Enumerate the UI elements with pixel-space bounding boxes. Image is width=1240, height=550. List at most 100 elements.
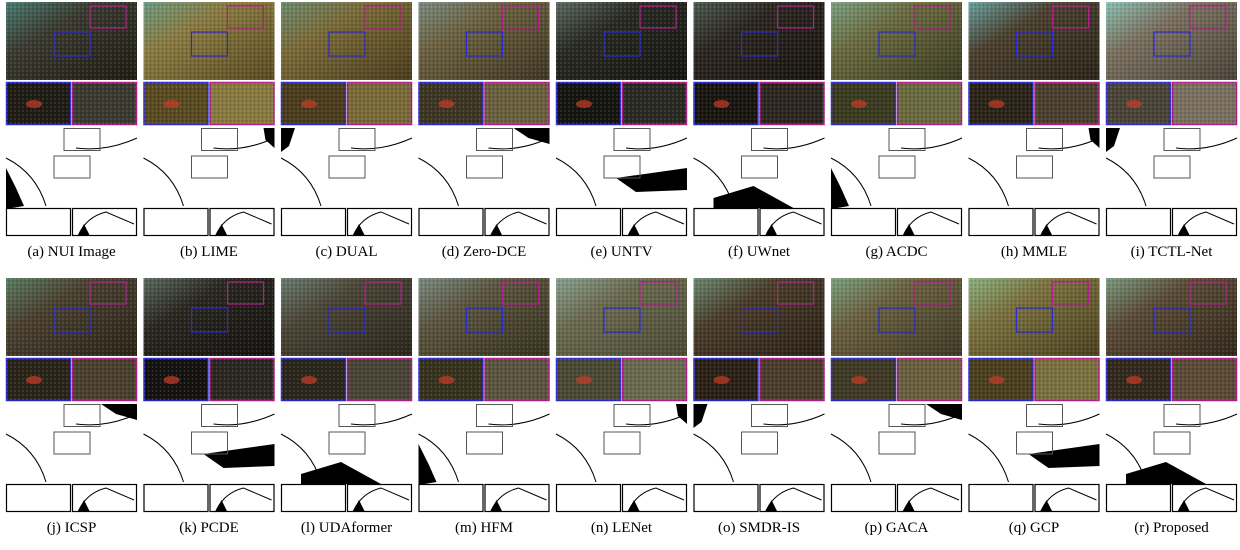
fish — [576, 100, 592, 108]
photo-texture — [419, 278, 550, 356]
photo-texture — [969, 2, 1100, 80]
photo-texture — [144, 2, 275, 80]
fish — [1126, 376, 1142, 384]
panel: (g) ACDC — [831, 2, 962, 260]
photo-texture — [144, 278, 275, 356]
photo-texture — [969, 278, 1100, 356]
caption: (f) UWnet — [728, 244, 791, 260]
mask-crop — [282, 485, 346, 512]
fish — [1126, 100, 1142, 108]
mask-crop — [144, 485, 208, 512]
mask — [6, 128, 137, 208]
photo-texture — [6, 2, 137, 80]
mask-bg — [144, 404, 275, 482]
mask-crop — [832, 485, 896, 512]
panel: (c) DUAL — [281, 2, 412, 260]
panel: (e) UNTV — [556, 2, 687, 260]
zoom-texture — [831, 358, 962, 401]
mask-bg — [969, 404, 1100, 482]
mask-crop — [144, 209, 208, 236]
panel: (i) TCTL-Net — [1106, 2, 1237, 260]
caption: (j) ICSP — [47, 520, 97, 536]
fish — [851, 376, 867, 384]
panel: (a) NUI Image — [6, 2, 137, 260]
photo-texture — [419, 2, 550, 80]
photo-texture — [1106, 2, 1237, 80]
mask-bg — [419, 404, 550, 482]
panel: (l) UDAformer — [281, 278, 412, 536]
mask — [419, 128, 550, 206]
caption: (i) TCTL-Net — [1131, 244, 1214, 260]
mask — [556, 128, 687, 206]
fish — [301, 376, 317, 384]
mask — [419, 404, 550, 484]
mask-crop — [694, 209, 758, 236]
photo-texture — [556, 2, 687, 80]
photo-texture — [831, 278, 962, 356]
mask-bg — [694, 404, 825, 482]
mask-bg — [144, 128, 275, 206]
photo-texture — [831, 2, 962, 80]
panel: (r) Proposed — [1106, 278, 1237, 536]
caption: (m) HFM — [455, 520, 513, 536]
fish — [851, 100, 867, 108]
fish — [164, 100, 180, 108]
photo-texture — [694, 278, 825, 356]
mask-bg — [969, 128, 1100, 206]
mask-crop — [282, 209, 346, 236]
zoom-texture — [694, 358, 825, 401]
mask — [694, 404, 825, 482]
panel: (q) GCP — [969, 278, 1100, 536]
zoom-texture — [694, 82, 825, 125]
mask-crop — [1107, 209, 1171, 236]
caption: (o) SMDR-IS — [718, 520, 800, 536]
photo-texture — [6, 278, 137, 356]
zoom-texture — [281, 358, 412, 401]
caption: (k) PCDE — [179, 520, 239, 536]
mask-crop — [969, 485, 1033, 512]
fish — [439, 376, 455, 384]
zoom-texture — [969, 358, 1100, 401]
zoom-texture — [6, 358, 137, 401]
mask — [831, 404, 962, 482]
caption: (l) UDAformer — [301, 520, 392, 536]
zoom-texture — [969, 82, 1100, 125]
caption: (p) GACA — [865, 520, 929, 536]
fish — [714, 100, 730, 108]
mask — [281, 404, 412, 484]
figure: (a) NUI Image(b) LIME(c) DUAL(d) Zero-DC… — [0, 0, 1240, 550]
mask-bg — [556, 404, 687, 482]
mask-bg — [1106, 128, 1237, 206]
mask-crop — [557, 485, 621, 512]
photo-texture — [556, 278, 687, 356]
caption: (d) Zero-DCE — [442, 244, 527, 260]
zoom-texture — [281, 82, 412, 125]
fish — [26, 100, 42, 108]
mask — [1106, 128, 1237, 206]
mask — [6, 404, 137, 482]
fish — [576, 376, 592, 384]
mask-crop — [557, 209, 621, 236]
mask-bg — [831, 404, 962, 482]
fish — [989, 100, 1005, 108]
mask-bg — [831, 128, 962, 206]
mask-crop — [694, 485, 758, 512]
fish — [714, 376, 730, 384]
panel: (j) ICSP — [6, 278, 137, 536]
panel: (n) LENet — [556, 278, 687, 536]
mask-bg — [6, 128, 137, 206]
fish — [301, 100, 317, 108]
panel: (h) MMLE — [969, 2, 1100, 260]
mask — [556, 404, 687, 482]
mask-bg — [419, 128, 550, 206]
fish — [26, 376, 42, 384]
photo-texture — [281, 278, 412, 356]
fish — [164, 376, 180, 384]
zoom-texture — [419, 82, 550, 125]
zoom-texture — [831, 82, 962, 125]
mask-bg — [6, 404, 137, 482]
mask-crop — [7, 485, 71, 512]
panel: (k) PCDE — [144, 278, 275, 536]
caption: (g) ACDC — [865, 244, 927, 260]
panel: (o) SMDR-IS — [694, 278, 825, 536]
